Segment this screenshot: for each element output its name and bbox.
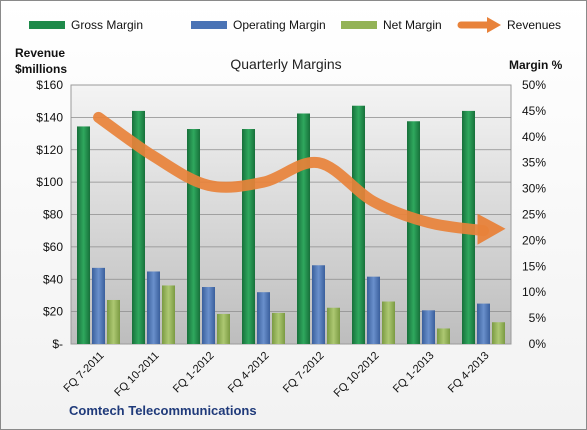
right-tick-label: 45% — [522, 104, 546, 118]
right-tick-label: 40% — [522, 130, 546, 144]
bar-net-margin — [382, 301, 395, 344]
bar-net-margin — [492, 322, 505, 344]
right-tick-label: 30% — [522, 182, 546, 196]
bar-operating-margin — [312, 265, 325, 344]
left-tick-label: $140 — [36, 110, 63, 124]
legend-label-revenues: Revenues — [507, 18, 561, 32]
right-tick-label: 20% — [522, 233, 546, 247]
bar-operating-margin — [477, 303, 490, 344]
left-tick-label: $160 — [36, 78, 63, 92]
legend-arrowhead — [487, 17, 501, 33]
bar-gross-margin — [407, 121, 420, 344]
bar-gross-margin — [132, 110, 145, 345]
bar-net-margin — [327, 307, 340, 344]
bar-operating-margin — [92, 267, 105, 344]
x-tick-label: FQ 10-2011 — [112, 350, 161, 399]
x-tick-label: FQ 1-2012 — [171, 350, 217, 396]
left-tick-label: $60 — [43, 240, 63, 254]
bar-gross-margin — [297, 113, 310, 345]
x-tick-label: FQ 4-2012 — [226, 350, 272, 396]
legend-swatch-operating-margin — [191, 21, 227, 29]
left-axis-label-line-2: $millions — [15, 62, 67, 76]
left-axis-label-line-1: Revenue — [15, 46, 65, 60]
right-tick-label: 10% — [522, 285, 546, 299]
bar-net-margin — [272, 312, 285, 344]
x-tick-label: FQ 1-2013 — [391, 350, 437, 396]
right-tick-label: 5% — [529, 311, 547, 325]
legend-swatch-net-margin — [341, 21, 377, 29]
bar-operating-margin — [422, 310, 435, 344]
revenue-line — [93, 111, 489, 237]
right-tick-label: 15% — [522, 259, 546, 273]
right-tick-label: 25% — [522, 208, 546, 222]
legend-label-gross-margin: Gross Margin — [71, 18, 143, 32]
bar-net-margin — [162, 285, 175, 344]
legend-label-net-margin: Net Margin — [383, 18, 442, 32]
chart-title: Quarterly Margins — [230, 56, 341, 72]
left-tick-label: $100 — [36, 175, 63, 189]
x-tick-label: FQ 7-2011 — [62, 350, 107, 395]
bar-operating-margin — [147, 271, 160, 344]
revenue-line-layer — [93, 111, 506, 245]
left-tick-label: $40 — [43, 272, 63, 286]
legend-label-operating-margin: Operating Margin — [233, 18, 326, 32]
right-tick-label: 50% — [522, 78, 546, 92]
legend-swatch-gross-margin — [29, 21, 65, 29]
bar-gross-margin — [187, 129, 200, 344]
legend: Gross Margin Operating Margin Net Margin Re… — [29, 17, 561, 33]
right-tick-label: 0% — [529, 337, 547, 351]
bar-gross-margin — [242, 129, 255, 344]
right-tick-label: 35% — [522, 156, 546, 170]
bar-operating-margin — [202, 287, 215, 344]
left-tick-label: $- — [52, 337, 63, 351]
left-tick-label: $20 — [43, 305, 63, 319]
bar-net-margin — [107, 299, 120, 344]
left-tick-label: $80 — [43, 208, 63, 222]
left-tick-label: $120 — [36, 143, 63, 157]
bar-operating-margin — [257, 292, 270, 344]
bar-gross-margin — [77, 126, 90, 344]
bar-gross-margin — [352, 105, 365, 344]
bar-operating-margin — [367, 276, 380, 344]
bar-net-margin — [217, 313, 230, 344]
x-tick-label: FQ 4-2013 — [446, 350, 492, 396]
x-tick-label: FQ 10-2012 — [332, 350, 382, 400]
company-name: Comtech Telecommunications — [69, 403, 257, 418]
revenue-arrowhead — [477, 213, 506, 245]
bar-net-margin — [437, 328, 450, 344]
right-axis-label: Margin % — [509, 58, 563, 72]
x-tick-label: FQ 7-2012 — [281, 350, 327, 396]
